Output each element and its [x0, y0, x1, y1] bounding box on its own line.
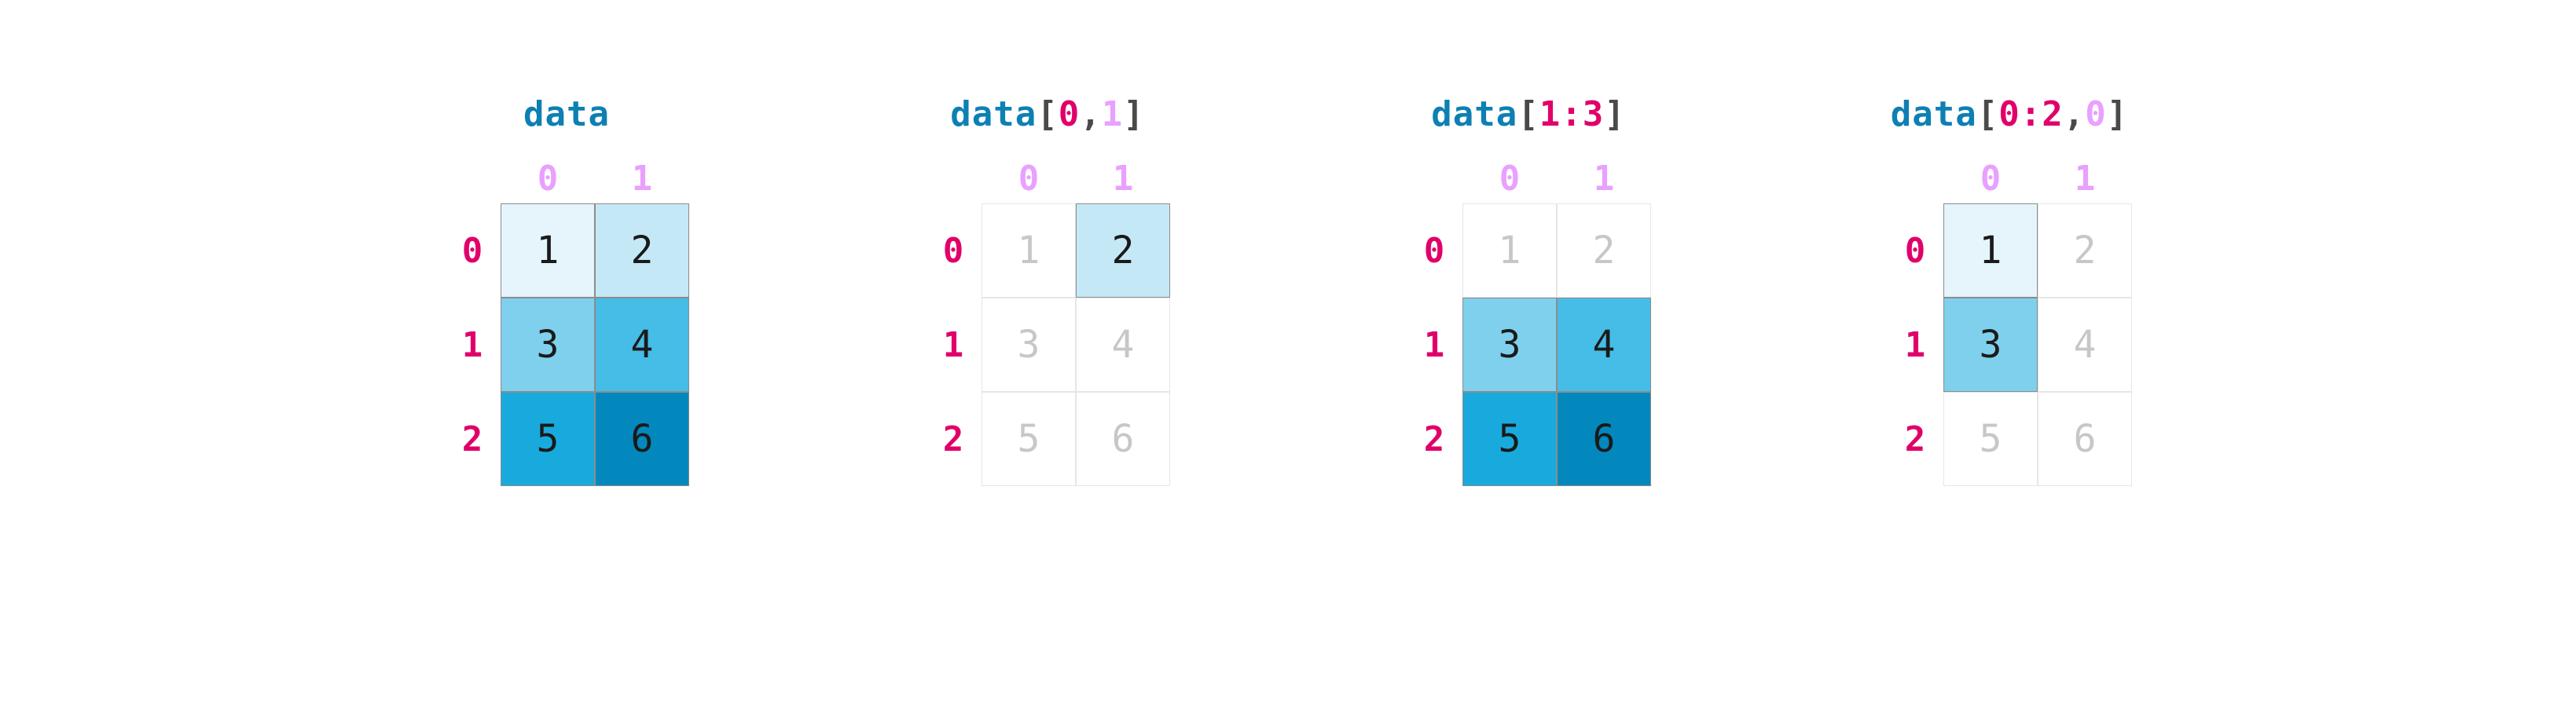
row-index-label: 1: [943, 325, 964, 365]
array-cell: 3: [982, 298, 1076, 392]
panel-full: data01012134256: [444, 94, 689, 486]
array-cell: 5: [982, 392, 1076, 486]
array-cell: 6: [1076, 392, 1170, 486]
array-cell: 5: [501, 392, 595, 486]
col-index-label: 0: [1499, 159, 1521, 199]
title-part: ,: [1080, 94, 1102, 134]
col-index-label: 1: [1594, 159, 1615, 199]
title-part: ,: [2064, 94, 2086, 134]
array-cell: 5: [1943, 392, 2038, 486]
row-index-label: 1: [1424, 325, 1445, 365]
title-part: 1: [1102, 94, 1124, 134]
array-cell: 1: [501, 203, 595, 298]
col-index-label: 1: [632, 159, 653, 199]
title-part: 1:3: [1539, 94, 1604, 134]
row-index-label: 1: [462, 325, 483, 365]
col-index-label: 1: [2075, 159, 2096, 199]
title-part: [: [1517, 94, 1539, 134]
panel-col0_rows02: data[0:2,0]01012134256: [1887, 94, 2132, 486]
row-index-label: 0: [462, 231, 483, 271]
array-cell: 2: [1557, 203, 1651, 298]
array-cell: 3: [501, 298, 595, 392]
title-part: ]: [2107, 94, 2129, 134]
col-index-label: 1: [1113, 159, 1134, 199]
row-index-label: 0: [943, 231, 964, 271]
array-cell: 1: [982, 203, 1076, 298]
panel-title: data[0:2,0]: [1891, 94, 2128, 134]
title-part: ]: [1123, 94, 1145, 134]
array-grid: 01012134256: [1406, 153, 1651, 486]
array-cell: 1: [1943, 203, 2038, 298]
title-part: [: [1977, 94, 1999, 134]
array-cell: 1: [1462, 203, 1557, 298]
row-index-label: 1: [1905, 325, 1926, 365]
title-part: 0:2: [1998, 94, 2063, 134]
row-index-label: 0: [1424, 231, 1445, 271]
array-grid: 01012134256: [925, 153, 1170, 486]
row-index-label: 2: [1905, 419, 1926, 459]
panel-title: data[0,1]: [950, 94, 1144, 134]
array-cell: 6: [595, 392, 689, 486]
title-part: 0: [2085, 94, 2107, 134]
array-cell: 6: [1557, 392, 1651, 486]
array-cell: 2: [1076, 203, 1170, 298]
title-part: ]: [1604, 94, 1626, 134]
array-grid: 01012134256: [444, 153, 689, 486]
col-index-label: 0: [538, 159, 559, 199]
panel-title: data: [523, 94, 610, 134]
row-index-label: 2: [462, 419, 483, 459]
title-part: data: [1431, 94, 1517, 134]
array-cell: 4: [595, 298, 689, 392]
array-cell: 2: [595, 203, 689, 298]
title-part: data: [1891, 94, 1977, 134]
col-index-label: 0: [1018, 159, 1040, 199]
array-cell: 2: [2038, 203, 2132, 298]
array-grid: 01012134256: [1887, 153, 2132, 486]
indexing-diagram: data01012134256data[0,1]01012134256data[…: [0, 0, 2576, 486]
array-cell: 4: [1557, 298, 1651, 392]
array-cell: 4: [1076, 298, 1170, 392]
panel-elem01: data[0,1]01012134256: [925, 94, 1170, 486]
row-index-label: 2: [943, 419, 964, 459]
title-part: data: [523, 94, 610, 134]
array-cell: 3: [1943, 298, 2038, 392]
title-part: [: [1037, 94, 1059, 134]
array-cell: 4: [2038, 298, 2132, 392]
title-part: data: [950, 94, 1037, 134]
array-cell: 5: [1462, 392, 1557, 486]
panel-title: data[1:3]: [1431, 94, 1625, 134]
row-index-label: 0: [1905, 231, 1926, 271]
array-cell: 3: [1462, 298, 1557, 392]
row-index-label: 2: [1424, 419, 1445, 459]
panel-rows13: data[1:3]01012134256: [1406, 94, 1651, 486]
array-cell: 6: [2038, 392, 2132, 486]
title-part: 0: [1059, 94, 1081, 134]
col-index-label: 0: [1980, 159, 2002, 199]
